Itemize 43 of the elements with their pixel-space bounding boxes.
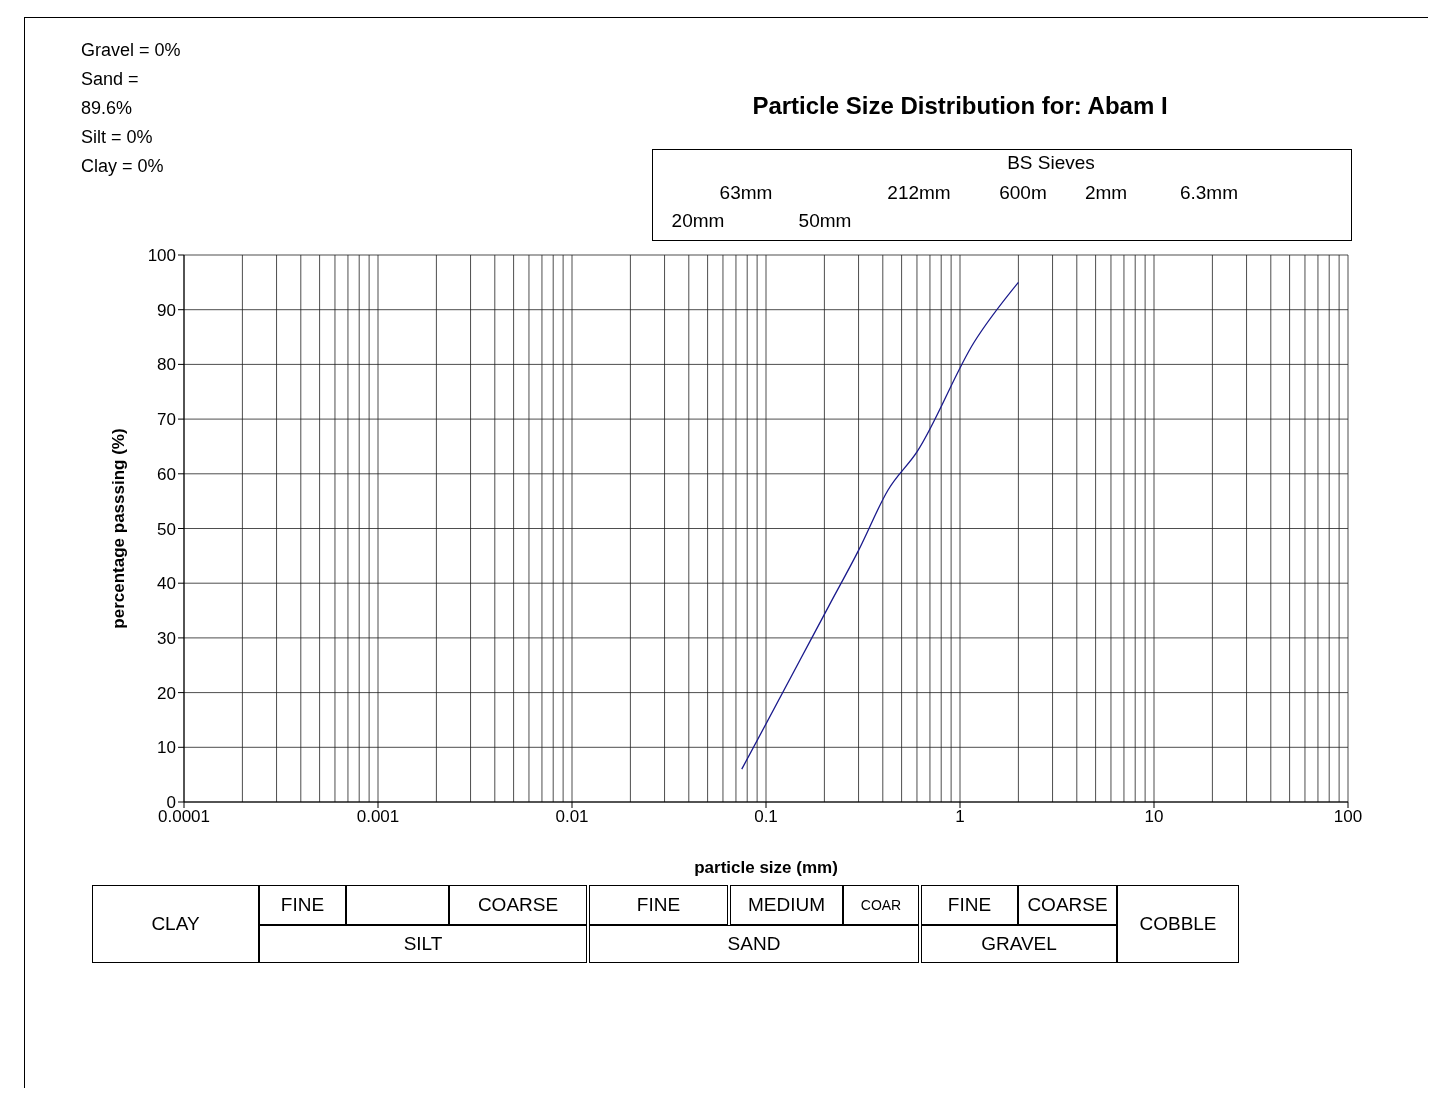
y-tick-label: 60 — [157, 464, 176, 484]
text: 2mm — [1084, 182, 1128, 203]
y-tick-label: 30 — [157, 628, 176, 648]
x-tick-label: 0.001 — [356, 807, 400, 827]
chart-title: Particle Size Distribution for: Abam I — [752, 92, 1168, 119]
text: FINE — [947, 894, 992, 916]
y-tick-label: 10 — [157, 738, 176, 758]
text: 600m — [999, 182, 1047, 203]
x-axis-title: particle size (mm) — [694, 858, 838, 877]
x-tick-label: 0.1 — [754, 807, 778, 827]
text: Clay = 0% — [81, 156, 164, 176]
text: Sand = 89.6% — [81, 69, 139, 118]
text: SAND — [727, 933, 781, 955]
y-tick-label: 40 — [157, 574, 176, 594]
text: 50mm — [798, 210, 852, 231]
text: FINE — [280, 894, 325, 916]
text: Gravel = 0% — [81, 40, 181, 60]
x-tick-label: 0.01 — [555, 807, 589, 827]
y-tick-label: 20 — [157, 683, 176, 703]
y-tick-label: 80 — [157, 355, 176, 375]
text: COARSE — [1027, 894, 1108, 916]
text: BS Sieves — [1007, 152, 1095, 173]
x-tick-label: 1 — [955, 807, 965, 827]
text: COAR — [860, 897, 902, 913]
text: GRAVEL — [981, 933, 1057, 955]
text: 6.3mm — [1179, 182, 1239, 203]
y-tick-label: 100 — [147, 246, 176, 266]
text: MEDIUM — [747, 894, 826, 916]
text: SILT — [403, 933, 443, 955]
y-tick-label: 90 — [157, 300, 176, 320]
y-tick-label: 50 — [157, 519, 176, 539]
text: 20mm — [671, 210, 725, 231]
text: COBBLE — [1139, 913, 1217, 935]
text: Silt = 0% — [81, 127, 153, 147]
text: 63mm — [719, 182, 773, 203]
x-tick-label: 10 — [1144, 807, 1164, 827]
x-tick-label: 100 — [1333, 807, 1363, 827]
text: 212mm — [887, 182, 951, 203]
text: FINE — [636, 894, 681, 916]
y-axis-title: percentage passsing (%) — [109, 428, 129, 629]
y-tick-label: 70 — [157, 410, 176, 430]
text: COARSE — [477, 894, 559, 916]
text: CLAY — [151, 913, 200, 935]
